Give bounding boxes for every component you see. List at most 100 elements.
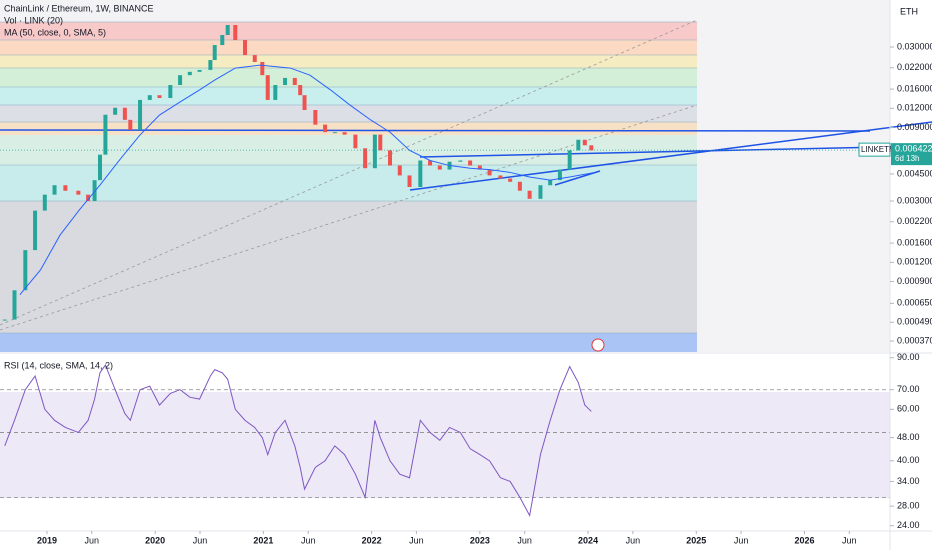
candle (92, 180, 97, 202)
zone (0, 87, 697, 105)
candle (538, 185, 543, 199)
x-tick-label: Jun (301, 535, 316, 545)
candle (157, 95, 162, 99)
y-tick-label: 0.000370 (897, 335, 932, 345)
zone (0, 122, 697, 135)
candle (197, 69, 202, 72)
price-pane (0, 25, 890, 321)
x-tick-label: 2022 (362, 535, 382, 545)
candle (252, 55, 257, 62)
candle (128, 119, 133, 130)
y-tick-label: 0.002200 (897, 216, 932, 226)
symbol-badge (858, 142, 891, 157)
x-tick-label: 2025 (686, 535, 706, 545)
rsi-pane (0, 364, 890, 518)
y-tick-label: 0.012000 (897, 103, 932, 113)
candle (138, 99, 143, 130)
candle (178, 75, 183, 86)
y-tick-label: 0.003000 (897, 195, 932, 205)
rsi-line (4, 364, 592, 518)
y-tick-label: 0.022000 (897, 62, 932, 72)
candle (273, 85, 278, 100)
x-tick-label: 2021 (253, 535, 273, 545)
candle (225, 25, 230, 36)
candle (397, 165, 402, 176)
x-tick-label: 2020 (145, 535, 165, 545)
y-tick-label: 40.00 (897, 455, 920, 465)
candle (42, 194, 47, 211)
candle (458, 160, 463, 162)
x-tick-label: 2024 (578, 535, 598, 545)
candle (548, 180, 553, 186)
candle (517, 181, 522, 191)
candle (567, 150, 572, 170)
candle (212, 45, 217, 61)
candle (437, 165, 442, 170)
zone-lines (0, 21, 697, 334)
candle (2, 319, 7, 321)
candle (168, 85, 173, 99)
candle (407, 175, 412, 188)
candle (372, 134, 377, 169)
y-tick-label: 0.030000 (897, 41, 932, 51)
candle (527, 190, 532, 199)
y-tick-label: 34.00 (897, 476, 920, 486)
zone (0, 105, 697, 122)
zones (0, 0, 932, 352)
y-tick-label: 0.004500 (897, 168, 932, 178)
indicator-label: MA (50, close, 0, SMA, 5) (4, 27, 106, 37)
candle (33, 210, 38, 251)
candle (97, 154, 102, 181)
candle (86, 194, 91, 202)
candle (323, 124, 328, 133)
x-tick-label: Jun (409, 535, 424, 545)
candle (576, 139, 581, 151)
candle (220, 35, 225, 46)
x-tick-label: Jun (626, 535, 641, 545)
candle (477, 165, 482, 170)
axis-label: ETH (900, 6, 918, 16)
zone (0, 68, 697, 87)
candle (582, 139, 587, 146)
zone (0, 201, 697, 333)
candle (378, 134, 383, 151)
y-tick-label: 28.00 (897, 500, 920, 510)
candle (353, 134, 358, 149)
x-tick-label: Jun (85, 535, 100, 545)
candle (487, 169, 492, 176)
volume-strip (0, 333, 697, 352)
ma-line (19, 64, 595, 295)
candle (388, 150, 393, 166)
zone (0, 40, 697, 55)
x-tick-label: Jun (517, 535, 532, 545)
candle (498, 175, 503, 179)
y-tick-label: 0.000900 (897, 276, 932, 286)
candle (147, 95, 152, 100)
candle (265, 75, 270, 100)
trend-dashed (0, 19, 698, 331)
candle (103, 114, 108, 155)
candle (243, 40, 248, 56)
candle (332, 132, 337, 134)
event-icon[interactable] (591, 338, 605, 352)
candle (298, 85, 303, 96)
candle (292, 77, 297, 86)
candle (342, 132, 347, 135)
x-tick-label: 2023 (470, 535, 490, 545)
y-tick-label: 70.00 (897, 384, 920, 394)
last-price: 0.006422 (895, 144, 932, 154)
y-tick-label: 0.001200 (897, 257, 932, 267)
x-tick-label: Jun (734, 535, 749, 545)
candle (233, 25, 238, 41)
x-tick-label: Jun (842, 535, 857, 545)
y-tick-label: 0.009000 (897, 122, 932, 132)
candle (363, 148, 368, 169)
zone (0, 165, 697, 201)
candle (63, 185, 68, 191)
candle (113, 107, 118, 115)
candle (557, 169, 562, 181)
countdown: 6d 13h (895, 154, 919, 163)
y-tick-label: 0.016000 (897, 83, 932, 93)
candle (302, 95, 307, 111)
